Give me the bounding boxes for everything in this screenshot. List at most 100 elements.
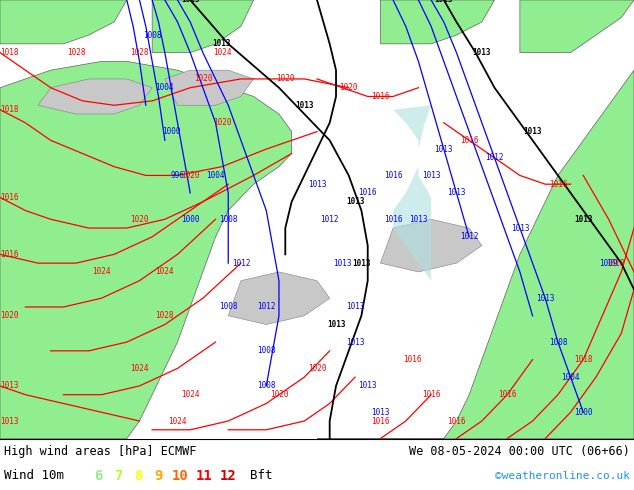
Text: 1020: 1020 xyxy=(339,83,358,92)
Text: 1013: 1013 xyxy=(536,294,555,303)
Polygon shape xyxy=(228,272,330,324)
Text: 1013: 1013 xyxy=(346,197,365,206)
Text: 1024: 1024 xyxy=(212,48,231,57)
Text: 1016: 1016 xyxy=(384,215,403,224)
Text: 1020: 1020 xyxy=(130,215,149,224)
Text: 1013: 1013 xyxy=(327,320,346,329)
Text: 1013: 1013 xyxy=(212,39,231,49)
Text: 1012: 1012 xyxy=(485,153,504,162)
Text: 9: 9 xyxy=(154,469,162,483)
Text: 10: 10 xyxy=(172,469,188,483)
Text: 1013: 1013 xyxy=(358,381,377,391)
Polygon shape xyxy=(152,0,254,52)
Text: 1016: 1016 xyxy=(460,136,479,145)
Text: 1013: 1013 xyxy=(346,338,365,346)
Text: 1013: 1013 xyxy=(447,189,466,197)
Text: 1028: 1028 xyxy=(130,48,149,57)
Text: 1020: 1020 xyxy=(0,311,19,320)
Text: 1020: 1020 xyxy=(193,74,212,83)
Polygon shape xyxy=(0,61,292,439)
Text: 1013: 1013 xyxy=(510,223,529,233)
Text: 1024: 1024 xyxy=(92,268,111,276)
Polygon shape xyxy=(317,70,634,439)
Text: 12: 12 xyxy=(219,469,236,483)
Text: 1009: 1009 xyxy=(599,259,618,268)
Text: 1016: 1016 xyxy=(447,416,466,425)
Text: 1000: 1000 xyxy=(574,408,593,416)
Text: 1013: 1013 xyxy=(371,408,390,416)
Text: 8: 8 xyxy=(134,469,142,483)
Text: 1016: 1016 xyxy=(0,250,19,259)
Text: 1028: 1028 xyxy=(67,48,86,57)
Text: We 08-05-2024 00:00 UTC (06+66): We 08-05-2024 00:00 UTC (06+66) xyxy=(409,445,630,458)
Text: 1013: 1013 xyxy=(295,101,314,110)
Text: 1013: 1013 xyxy=(523,127,542,136)
Text: 1013: 1013 xyxy=(0,416,19,425)
Text: 1028: 1028 xyxy=(155,311,174,320)
Text: Bft: Bft xyxy=(250,469,273,482)
Text: 1024: 1024 xyxy=(168,416,187,425)
Text: 1018: 1018 xyxy=(574,355,593,364)
Polygon shape xyxy=(520,0,634,52)
Text: 1012: 1012 xyxy=(320,215,339,224)
Text: 1004: 1004 xyxy=(206,171,225,180)
Text: High wind areas [hPa] ECMWF: High wind areas [hPa] ECMWF xyxy=(4,445,197,458)
Text: 1016: 1016 xyxy=(0,193,19,202)
Text: 1013: 1013 xyxy=(346,302,365,312)
Text: 1016: 1016 xyxy=(548,180,567,189)
Text: 1008: 1008 xyxy=(219,215,238,224)
Text: 1020: 1020 xyxy=(276,74,295,83)
Text: 1013: 1013 xyxy=(0,381,19,391)
Text: 6: 6 xyxy=(94,469,102,483)
Polygon shape xyxy=(393,105,431,281)
Text: 1008: 1008 xyxy=(257,346,276,355)
Text: 1008: 1008 xyxy=(548,338,567,346)
Text: 1016: 1016 xyxy=(358,189,377,197)
Polygon shape xyxy=(38,79,152,114)
Text: 1008: 1008 xyxy=(219,302,238,312)
Text: Wind 10m: Wind 10m xyxy=(4,469,64,482)
Text: 1000: 1000 xyxy=(181,215,200,224)
Text: 1013: 1013 xyxy=(574,215,593,224)
Text: 1020: 1020 xyxy=(212,118,231,127)
Text: 1012: 1012 xyxy=(257,302,276,312)
Text: 1008: 1008 xyxy=(143,30,162,40)
Text: 996: 996 xyxy=(171,171,184,180)
Text: 1012: 1012 xyxy=(460,232,479,241)
Text: 1020: 1020 xyxy=(181,171,200,180)
Polygon shape xyxy=(380,0,495,44)
Text: 1000: 1000 xyxy=(162,127,181,136)
Text: 1004: 1004 xyxy=(561,373,580,382)
Polygon shape xyxy=(380,220,482,272)
Text: 7: 7 xyxy=(114,469,122,483)
Text: 1016: 1016 xyxy=(422,390,441,399)
Text: 1020: 1020 xyxy=(307,364,327,373)
Text: 1024: 1024 xyxy=(130,364,149,373)
Text: 1013: 1013 xyxy=(409,215,428,224)
Text: 1024: 1024 xyxy=(155,268,174,276)
Text: 1016: 1016 xyxy=(403,355,422,364)
Text: 1016: 1016 xyxy=(498,390,517,399)
Text: 1004: 1004 xyxy=(155,83,174,92)
Text: 1018: 1018 xyxy=(0,105,19,114)
Text: 1016: 1016 xyxy=(371,92,390,101)
Text: 1020: 1020 xyxy=(269,390,288,399)
Text: ©weatheronline.co.uk: ©weatheronline.co.uk xyxy=(495,471,630,481)
Text: 1018: 1018 xyxy=(0,48,19,57)
Text: 1013: 1013 xyxy=(434,0,453,4)
Text: 1013: 1013 xyxy=(472,48,491,57)
Text: 1016: 1016 xyxy=(384,171,403,180)
Text: 1018: 1018 xyxy=(605,259,624,268)
Polygon shape xyxy=(0,0,127,44)
Text: 1013: 1013 xyxy=(434,145,453,153)
Text: 1013: 1013 xyxy=(333,259,352,268)
Text: 1016: 1016 xyxy=(371,416,390,425)
Text: 1012: 1012 xyxy=(231,259,250,268)
Polygon shape xyxy=(165,70,254,105)
Text: 1013: 1013 xyxy=(352,259,371,268)
Text: 1008: 1008 xyxy=(257,381,276,391)
Text: 1013: 1013 xyxy=(307,180,327,189)
Text: 1013: 1013 xyxy=(181,0,200,4)
Text: 1024: 1024 xyxy=(181,390,200,399)
Text: 11: 11 xyxy=(196,469,212,483)
